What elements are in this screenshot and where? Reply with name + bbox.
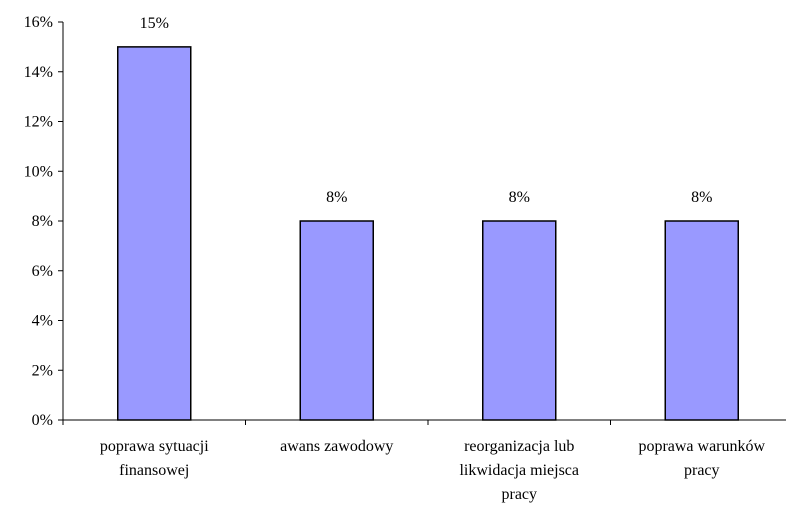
y-tick-label: 2%: [32, 362, 53, 379]
data-label: 8%: [691, 189, 712, 206]
x-category-label-line: pracy: [684, 462, 720, 479]
x-category-label-line: poprawa warunków: [638, 438, 765, 455]
data-label: 15%: [140, 15, 169, 32]
bars: [117, 46, 739, 421]
x-category-label-line: finansowej: [119, 462, 189, 479]
x-category-label-line: pracy: [501, 486, 537, 503]
data-label: 8%: [509, 189, 530, 206]
y-tick-label: 12%: [24, 114, 53, 131]
y-tick-label: 14%: [24, 64, 53, 81]
x-category-label: poprawa sytuacji finansowej: [100, 438, 209, 479]
y-tick-label: 10%: [24, 163, 53, 180]
y-tick-label: 8%: [32, 213, 53, 230]
bar: [482, 220, 557, 421]
x-category-label-line: poprawa sytuacji: [100, 438, 209, 455]
data-label: 8%: [326, 189, 347, 206]
x-category-label-line: reorganizacja lub: [464, 438, 574, 455]
x-category-label: awans zawodowy: [280, 438, 393, 455]
bar: [299, 220, 374, 421]
y-axis: 0% 2% 4% 6% 8% 10% 12% 14% 16%: [24, 14, 64, 429]
y-tick-label: 16%: [24, 14, 53, 31]
x-axis: poprawa sytuacji finansowej awans zawodowy…: [62, 419, 786, 503]
bar: [664, 220, 739, 421]
x-category-label: reorganizacja lub likwidacja miejsca pracy: [459, 438, 579, 503]
x-category-label-line: likwidacja miejsca: [459, 462, 579, 479]
x-category-label-line: awans zawodowy: [280, 438, 393, 455]
bar: [117, 46, 192, 421]
y-tick-label: 4%: [32, 313, 53, 330]
y-tick-label: 0%: [32, 412, 53, 429]
y-tick-label: 6%: [32, 263, 53, 280]
data-labels: 15% 8% 8% 8%: [140, 15, 713, 206]
x-category-label: poprawa warunków pracy: [638, 438, 765, 479]
